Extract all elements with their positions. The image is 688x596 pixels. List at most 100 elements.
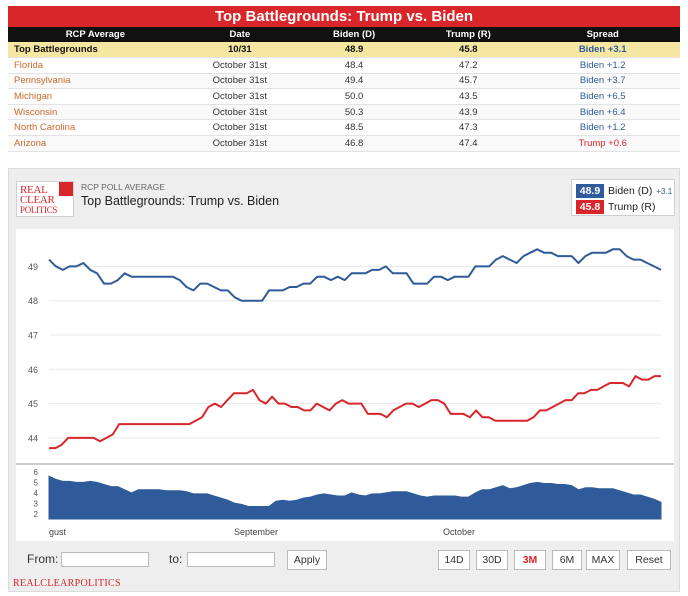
y-tick-label: 48 [28,296,38,306]
row-biden: 48.4 [296,57,412,74]
logo-accent [59,182,73,196]
range-3m-button[interactable]: 3M [514,550,546,570]
logo-line-3: POLITICS [20,205,58,215]
to-date-input[interactable] [187,552,275,567]
to-label: to: [169,552,183,566]
row-date: October 31st [182,135,297,152]
row-trump: 45.8 [411,42,526,59]
header-biden[interactable]: Biden (D) [296,27,412,42]
y-tick-label: 45 [28,399,38,409]
table-row: North Carolina October 31st 48.5 47.3 Biden … [8,119,680,137]
legend-biden-spread: +3.1 [656,186,673,196]
table-row: Wisconsin October 31st 50.3 43.9 Biden +6.4 [8,104,680,121]
logo-line-1: REAL [20,184,48,196]
row-spread: Biden +1.2 [525,119,680,137]
row-trump: 47.4 [411,135,526,152]
spread-y-tick-label: 4 [34,489,39,498]
range-14d-button[interactable]: 14D [438,550,470,570]
legend-trump-label: Trump (R) [608,201,656,213]
legend-trump: 45.8 Trump (R) [576,200,655,214]
row-spread: Biden +6.4 [525,104,680,121]
header-date[interactable]: Date [182,27,297,42]
x-tick-label: October [443,527,475,537]
poll-average-widget: REAL CLEAR POLITICS RCP POLL AVERAGE Top… [8,168,680,592]
y-tick-label: 47 [28,331,38,341]
row-trump: 43.9 [411,104,526,121]
date-range-controls: From: to: Apply 14D 30D 3M 6M MAX Reset [9,545,681,573]
row-biden: 50.0 [296,88,412,105]
row-date: October 31st [182,104,297,121]
y-tick-label: 46 [28,365,38,375]
chart-legend: 48.9 Biden (D) +3.1 45.8 Trump (R) [571,179,675,216]
rcp-logo[interactable]: REAL CLEAR POLITICS [16,181,74,217]
row-name[interactable]: Michigan [8,88,183,105]
row-biden: 50.3 [296,104,412,121]
row-date: October 31st [182,57,297,74]
row-date: October 31st [182,119,297,137]
row-biden: 48.9 [296,42,412,59]
row-spread: Biden +3.1 [525,42,680,59]
table-row-average: Top Battlegrounds 10/31 48.9 45.8 Biden +3.1 [8,42,680,59]
legend-trump-value: 45.8 [576,200,604,214]
legend-biden-value: 48.9 [576,184,604,198]
row-name[interactable]: Florida [8,57,183,74]
logo-line-2: CLEAR [20,194,55,206]
spread-area [48,475,662,520]
series-layer [48,248,662,450]
row-name[interactable]: Pennsylvania [8,73,183,90]
x-tick-label: September [234,527,278,537]
from-label: From: [27,552,59,566]
row-spread: Biden +6.5 [525,88,680,105]
biden-series-line [48,248,662,302]
row-trump: 45.7 [411,73,526,90]
table-row: Florida October 31st 48.4 47.2 Biden +1.2 [8,57,680,74]
from-date-input[interactable] [61,552,149,567]
battlegrounds-table-panel: Top Battlegrounds: Trump vs. Biden RCP A… [8,6,680,152]
chart-title: Top Battlegrounds: Trump vs. Biden [81,194,280,208]
range-max-button[interactable]: MAX [586,550,620,570]
row-biden: 49.4 [296,73,412,90]
row-spread: Trump +0.6 [525,135,680,152]
apply-button[interactable]: Apply [287,550,327,570]
row-date: October 31st [182,73,297,90]
battlegrounds-table: RCP Average Date Biden (D) Trump (R) Spr… [8,27,680,152]
row-spread: Biden +3.7 [525,73,680,90]
header-trump[interactable]: Trump (R) [411,27,526,42]
header-rcp-average[interactable]: RCP Average [8,27,183,42]
range-6m-button[interactable]: 6M [552,550,582,570]
spread-layer [48,475,662,520]
row-date: October 31st [182,88,297,105]
range-30d-button[interactable]: 30D [476,550,508,570]
y-tick-label: 49 [28,262,38,272]
row-name[interactable]: Arizona [8,135,183,152]
table-row: Michigan October 31st 50.0 43.5 Biden +6.5 [8,88,680,105]
row-biden: 46.8 [296,135,412,152]
spread-y-tick-label: 6 [34,468,39,477]
legend-biden: 48.9 Biden (D) +3.1 [576,184,672,198]
y-tick-label: 44 [28,433,38,443]
row-trump: 47.2 [411,57,526,74]
table-row: Pennsylvania October 31st 49.4 45.7 Biden +3… [8,73,680,90]
chart-supertitle: RCP POLL AVERAGE [81,182,165,192]
row-biden: 48.5 [296,119,412,137]
row-trump: 47.3 [411,119,526,137]
spread-y-tick-label: 5 [34,478,39,487]
row-name[interactable]: Wisconsin [8,104,183,121]
table-title: Top Battlegrounds: Trump vs. Biden [8,6,680,27]
table-row: Arizona October 31st 46.8 47.4 Trump +0.6 [8,135,680,152]
row-date: 10/31 [182,42,297,59]
x-tick-label: gust [49,527,67,537]
header-spread[interactable]: Spread [525,27,680,42]
spread-y-tick-label: 2 [34,510,39,519]
trump-series-line [49,375,661,450]
row-name[interactable]: North Carolina [8,119,183,137]
row-spread: Biden +1.2 [525,57,680,74]
row-name: Top Battlegrounds [8,42,183,59]
row-trump: 43.5 [411,88,526,105]
legend-biden-label: Biden (D) [608,185,653,197]
reset-button[interactable]: Reset [627,550,671,570]
footer-brand[interactable]: REALCLEARPOLITICS [13,578,121,589]
spread-y-tick-label: 3 [34,499,39,508]
